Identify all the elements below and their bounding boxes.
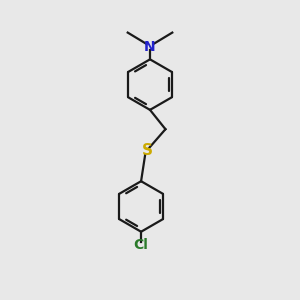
Text: S: S xyxy=(142,143,152,158)
Text: Cl: Cl xyxy=(134,238,148,252)
Text: N: N xyxy=(144,40,156,54)
